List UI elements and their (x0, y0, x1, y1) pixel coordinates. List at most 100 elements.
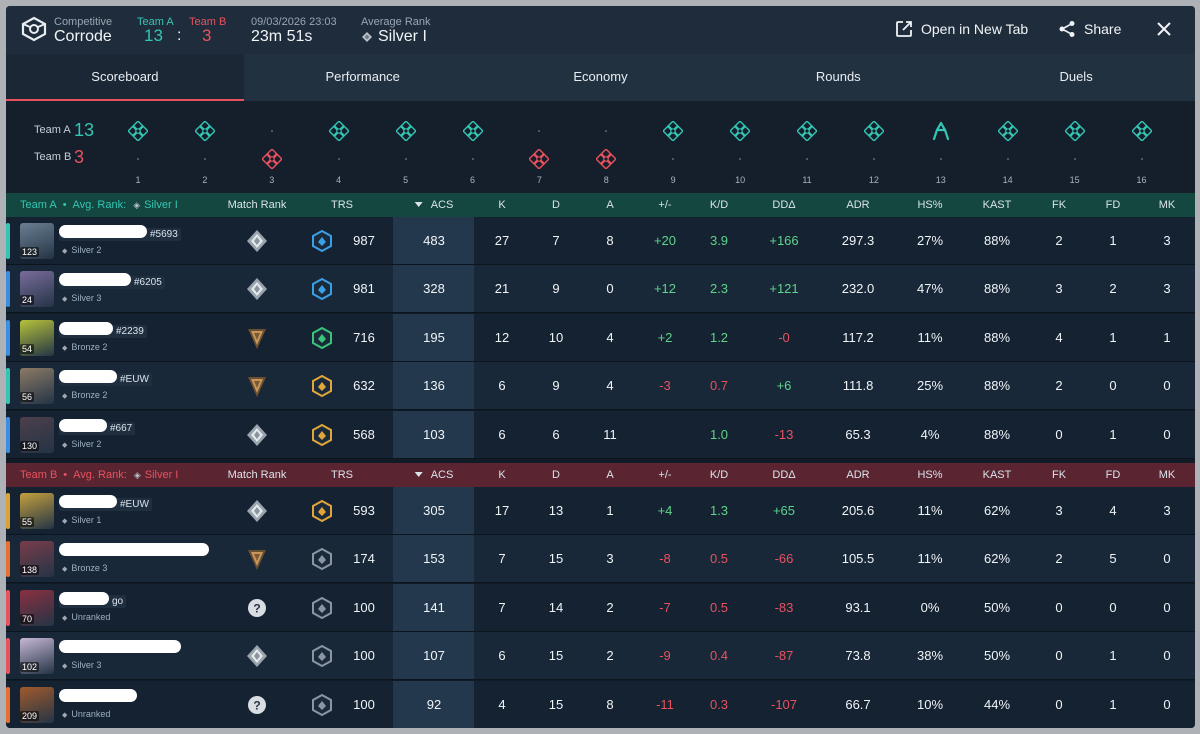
share-label: Share (1084, 21, 1122, 37)
stat-a: 8 (606, 696, 614, 712)
round-8[interactable]: 8 (591, 101, 621, 193)
player-row[interactable]: 123#5693Silver 29874832778+203.9+166297.… (6, 217, 1195, 265)
column-header-dd[interactable]: DDΔ (772, 469, 796, 481)
column-header-adr[interactable]: ADR (846, 469, 870, 481)
column-header-mk[interactable]: MK (1158, 469, 1176, 481)
acs-highlight-cell (393, 535, 474, 583)
column-header-hs[interactable]: HS% (917, 199, 943, 211)
stat-kd: 1.2 (709, 329, 729, 345)
external-link-icon (896, 21, 912, 37)
trs-green-tier-icon (312, 326, 332, 349)
round-number: 1 (135, 175, 141, 185)
round-1[interactable]: 1 (123, 101, 153, 193)
round-10[interactable]: 10 (725, 101, 755, 193)
column-header-a[interactable]: A (606, 469, 614, 481)
map-name: Corrode (54, 28, 112, 45)
team-b-table-header: Team B • Avg. Rank: ◈ Silver I Match Rank TR… (6, 463, 1195, 487)
player-row[interactable]: 130#667Silver 256810366111.0-1365.34%88%… (6, 410, 1195, 459)
tab-duels[interactable]: Duels (1059, 69, 1093, 84)
round-15[interactable]: 15 (1060, 101, 1090, 193)
column-header-a[interactable]: A (606, 199, 614, 211)
player-row[interactable]: 70goUnranked?1001417142-70.5-8393.10%50%… (6, 583, 1195, 632)
player-row[interactable]: 56#EUWBronze 2632136694-30.7+6111.825%88… (6, 362, 1195, 411)
column-header-adr[interactable]: ADR (846, 199, 870, 211)
defuse-icon (932, 121, 949, 141)
column-header-k-d[interactable]: K/D (709, 199, 729, 211)
team-a-table-header: Team A • Avg. Rank: ◈ Silver I Match Rank TR… (6, 193, 1195, 217)
player-row[interactable]: 138Bronze 31741537153-80.5-66105.511%62%… (6, 535, 1195, 584)
stat-trs: 716 (353, 329, 375, 345)
round-13[interactable]: 13 (926, 101, 956, 193)
stat-kd: 0.4 (709, 648, 729, 664)
silver-rank-icon (362, 32, 372, 42)
acs-highlight-cell (393, 313, 474, 361)
column-header-fd[interactable]: FD (1105, 199, 1121, 211)
stat-d: 15 (548, 648, 564, 664)
round-number: 4 (336, 175, 342, 185)
round-2[interactable]: 2 (190, 101, 220, 193)
round-number: 15 (1069, 175, 1080, 185)
column-header-d[interactable]: D (552, 469, 560, 481)
player-row[interactable]: 209Unranked?100924158-110.3-10766.710%44… (6, 680, 1195, 728)
account-level: 70 (20, 613, 35, 624)
stat-kast: 62% (983, 551, 1011, 567)
column-header-kast[interactable]: KAST (982, 199, 1012, 211)
column-header-acs[interactable]: ACS (414, 193, 453, 217)
close-icon[interactable] (1156, 21, 1172, 37)
column-header-trs[interactable]: TRS (331, 469, 353, 481)
column-header-fk[interactable]: FK (1051, 199, 1067, 211)
share-button[interactable]: Share (1058, 20, 1121, 38)
column-header-k[interactable]: K (498, 199, 506, 211)
column-header-fk[interactable]: FK (1051, 469, 1067, 481)
round-6[interactable]: 6 (458, 101, 488, 193)
account-level: 55 (20, 517, 35, 527)
tab-economy[interactable]: Economy (573, 69, 628, 84)
column-header-kast[interactable]: KAST (982, 469, 1012, 481)
stat-fd: 1 (1109, 648, 1117, 664)
stat-kd: 1.3 (709, 503, 729, 518)
round-4[interactable]: 4 (324, 101, 354, 193)
team-a-avg-rank-label: Avg. Rank: (72, 199, 127, 211)
column-header-match-rank[interactable]: Match Rank (227, 199, 287, 211)
column-header-hs[interactable]: HS% (917, 469, 943, 481)
column-header-trs[interactable]: TRS (331, 199, 353, 211)
stat-fk: 3 (1055, 281, 1063, 297)
player-row[interactable]: 102 Silver 3 100 107 6 15 2 -9 0.4 -87 73.8 38% 50% 0… (6, 632, 1195, 681)
silver-rank-icon (247, 645, 267, 668)
tab-performance[interactable]: Performance (325, 69, 400, 84)
player-row[interactable]: 24#6205Silver 39813282190+122.3+121232.0… (6, 265, 1195, 314)
round-5[interactable]: 5 (391, 101, 421, 193)
open-in-new-tab-button[interactable]: Open in New Tab (895, 20, 1028, 38)
column-header-dd[interactable]: DDΔ (772, 199, 796, 211)
round-7[interactable]: 7 (524, 101, 554, 193)
stat-k: 12 (494, 329, 510, 345)
column-header-k-d[interactable]: K/D (709, 469, 729, 481)
column-header-k[interactable]: K (498, 469, 506, 481)
player-row[interactable]: 55#EUWSilver 159330517131+41.3+65205.611… (6, 487, 1195, 535)
round-16[interactable]: 16 (1127, 101, 1157, 193)
stat-adr: 66.7 (845, 696, 871, 712)
account-level: 56 (20, 392, 35, 403)
round-3[interactable]: 3 (257, 101, 287, 193)
stat-pm: +2 (657, 329, 673, 345)
tab-scoreboard[interactable]: Scoreboard (6, 54, 244, 101)
stat-fd: 1 (1109, 426, 1117, 442)
column-header-[interactable]: +/- (658, 199, 672, 211)
stat-kd: 1.0 (709, 426, 729, 442)
column-header-match-rank[interactable]: Match Rank (227, 469, 287, 481)
round-9[interactable]: 9 (658, 101, 688, 193)
player-row[interactable]: 54#2239Bronze 271619512104+21.2-0117.211… (6, 313, 1195, 362)
column-header-d[interactable]: D (552, 199, 560, 211)
stat-mk: 0 (1163, 599, 1171, 615)
column-header-[interactable]: +/- (658, 469, 672, 481)
stat-k: 4 (498, 696, 506, 712)
round-11[interactable]: 11 (792, 101, 822, 193)
tab-rounds[interactable]: Rounds (815, 69, 861, 84)
column-header-acs[interactable]: ACS (414, 463, 453, 487)
column-header-fd[interactable]: FD (1105, 469, 1121, 481)
player-current-rank: Unranked (62, 709, 110, 719)
column-header-mk[interactable]: MK (1158, 199, 1176, 211)
round-14[interactable]: 14 (993, 101, 1023, 193)
round-12[interactable]: 12 (859, 101, 889, 193)
acs-highlight-cell (393, 265, 474, 313)
